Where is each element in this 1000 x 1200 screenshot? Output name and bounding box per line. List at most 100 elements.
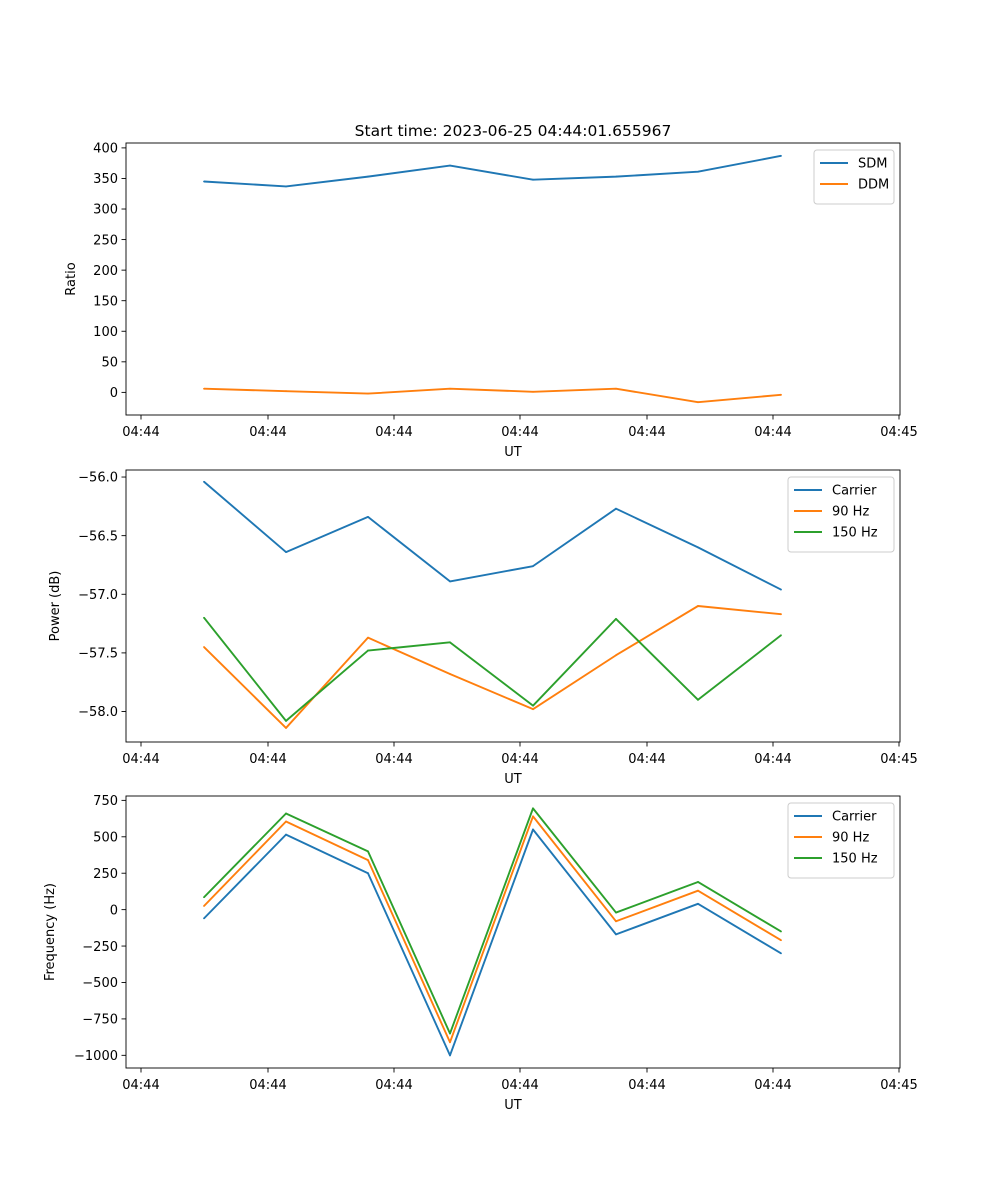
- power-y-axis-label: Power (dB): [48, 571, 63, 642]
- frequency-series-150-hz-point: [449, 1032, 451, 1035]
- frequency-series-carrier-point: [285, 833, 287, 836]
- power-legend-label-90-hz: 90 Hz: [832, 505, 869, 520]
- frequency-panel: 04:44 04:44 04:44 04:44 04:44 04:44 04:45 −1000…: [43, 794, 918, 1113]
- ratio-series-sdm-point: [203, 180, 205, 183]
- ratio-y-tick-label: 50: [101, 356, 118, 371]
- ratio-plot-frame: [125, 142, 901, 416]
- ratio-x-tick-label: 04:45: [880, 425, 917, 440]
- frequency-series-150-hz-line: [203, 807, 782, 1035]
- frequency-series-90-hz-point: [367, 859, 369, 861]
- frequency-series-150-hz-point: [615, 911, 617, 914]
- frequency-series-90-hz-point: [780, 939, 782, 942]
- power-y-tick-label: −57.5: [78, 647, 118, 662]
- frequency-series-carrier-point: [203, 917, 205, 920]
- ratio-x-tick-label: 04:44: [628, 425, 665, 440]
- frequency-y-tick-label: 500: [93, 830, 118, 845]
- ratio-series-ddm-point: [532, 390, 534, 393]
- frequency-series-90-hz-point: [697, 889, 699, 892]
- power-legend-box: [787, 476, 895, 553]
- frequency-series-150-hz-point: [203, 896, 205, 899]
- power-series-150-hz-point: [285, 720, 287, 722]
- power-series-carrier-point: [697, 546, 699, 549]
- ratio-series-sdm-point: [367, 175, 369, 178]
- ratio-x-tick-label: 04:44: [375, 425, 412, 440]
- power-series-150-hz-point: [615, 618, 617, 620]
- power-series-150-hz-point: [697, 698, 699, 701]
- ratio-series-sdm-point: [285, 185, 287, 188]
- ratio-y-tick-label: 250: [93, 233, 118, 248]
- power-series-carrier-point: [780, 588, 782, 591]
- ratio-x-axis-label: UT: [504, 445, 522, 460]
- power-series-150-hz-point: [449, 641, 451, 644]
- power-y-tick-label: −57.0: [78, 588, 118, 603]
- ratio-y-axis-label: Ratio: [64, 262, 79, 295]
- frequency-series-90-hz-point: [532, 815, 534, 818]
- frequency-series-90-hz-point: [615, 920, 617, 923]
- power-series-90-hz-point: [203, 646, 205, 648]
- power-series-150-hz-point: [780, 634, 782, 637]
- power-legend-label-150-hz: 150 Hz: [832, 526, 878, 541]
- power-x-tick-label: 04:45: [880, 752, 917, 767]
- ratio-series-sdm-point: [449, 164, 451, 167]
- frequency-series-carrier-point: [697, 902, 699, 905]
- frequency-y-tick-label: −250: [82, 940, 118, 955]
- power-panel: 04:44 04:44 04:44 04:44 04:44 04:44 04:45 −58.0…: [48, 469, 918, 787]
- power-x-tick-label: 04:44: [249, 752, 286, 767]
- frequency-x-tick-label: 04:44: [754, 1078, 791, 1093]
- ratio-y-tick-label: 100: [93, 325, 118, 340]
- power-y-tick-label: −58.0: [78, 705, 118, 720]
- frequency-legend-label-carrier: Carrier: [832, 810, 877, 825]
- power-x-tick-label: 04:44: [122, 752, 159, 767]
- ratio-y-tick-label: 150: [93, 294, 118, 309]
- frequency-series-150-hz-point: [532, 807, 534, 810]
- frequency-y-tick-label: 0: [110, 903, 118, 918]
- power-x-tick-label: 04:44: [501, 752, 538, 767]
- frequency-legend-label-90-hz: 90 Hz: [832, 831, 869, 846]
- frequency-series-90-hz-point: [449, 1041, 451, 1044]
- power-x-axis-label: UT: [504, 772, 522, 787]
- frequency-series-150-hz-point: [697, 881, 699, 883]
- ratio-series-sdm-point: [697, 170, 699, 173]
- power-legend-label-carrier: Carrier: [832, 484, 877, 499]
- frequency-legend-box: [787, 802, 895, 879]
- frequency-y-tick-label: 250: [93, 867, 118, 882]
- frequency-series-150-hz-point: [780, 930, 782, 933]
- ratio-y-tick-label: 200: [93, 264, 118, 279]
- power-series-carrier-point: [367, 516, 369, 518]
- power-legend: Carrier 90 Hz 150 Hz: [787, 476, 895, 553]
- power-series-carrier-point: [615, 507, 617, 510]
- frequency-y-tick-label: −500: [82, 976, 118, 991]
- power-x-tick-label: 04:44: [628, 752, 665, 767]
- frequency-legend-label-150-hz: 150 Hz: [832, 852, 878, 867]
- frequency-x-tick-label: 04:45: [880, 1078, 917, 1093]
- power-y-tick-label: −56.0: [78, 471, 118, 486]
- power-series-carrier-point: [285, 551, 287, 553]
- power-series-150-hz-point: [532, 704, 534, 707]
- ratio-series-ddm-point: [203, 387, 205, 390]
- power-series-carrier-point: [449, 580, 451, 583]
- power-y-tick-label: −56.5: [78, 529, 118, 544]
- frequency-x-tick-label: 04:44: [375, 1078, 412, 1093]
- ratio-x-tick-label: 04:44: [501, 425, 538, 440]
- power-series-carrier-point: [532, 565, 534, 568]
- power-series-150-hz-point: [367, 649, 369, 652]
- ratio-series-sdm-point: [532, 178, 534, 181]
- ratio-series-ddm-point: [615, 387, 617, 390]
- frequency-x-tick-label: 04:44: [501, 1078, 538, 1093]
- ratio-x-tick-label: 04:44: [754, 425, 791, 440]
- power-series-90-hz-point: [532, 708, 534, 711]
- power-series-90-hz-point: [780, 613, 782, 616]
- ratio-series-sdm-point: [780, 154, 782, 157]
- power-series-90-hz-line: [203, 605, 782, 729]
- power-plot-frame: [125, 469, 901, 743]
- frequency-series-carrier-point: [367, 872, 369, 875]
- frequency-plot-frame: [125, 795, 901, 1069]
- power-series-90-hz-point: [697, 605, 699, 607]
- ratio-series-ddm-point: [285, 390, 287, 393]
- frequency-series-150-hz-point: [285, 812, 287, 815]
- ratio-series-ddm-point: [367, 392, 369, 395]
- frequency-series-carrier-point: [449, 1054, 451, 1057]
- frequency-y-tick-label: 750: [93, 794, 118, 809]
- ratio-x-tick-label: 04:44: [122, 425, 159, 440]
